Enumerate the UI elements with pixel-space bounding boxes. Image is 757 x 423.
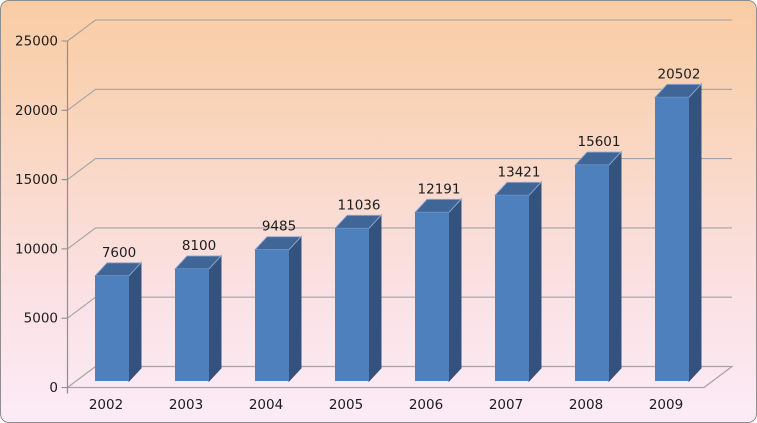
category-label: 2003 bbox=[169, 397, 203, 413]
bar-front-face bbox=[255, 249, 289, 381]
bar-value-label: 9485 bbox=[262, 219, 296, 235]
bar-side-face bbox=[128, 261, 142, 383]
bar-side-face bbox=[688, 82, 702, 383]
bar-value-label: 20502 bbox=[658, 66, 701, 82]
floor bbox=[65, 365, 734, 389]
grid-line bbox=[67, 158, 732, 181]
y-tick-label: 20000 bbox=[15, 103, 58, 119]
bar-side-face bbox=[208, 254, 222, 383]
category-label: 2008 bbox=[569, 397, 603, 413]
category-label: 2005 bbox=[329, 397, 363, 413]
bar-front-face bbox=[655, 97, 689, 381]
bar-value-label: 8100 bbox=[182, 238, 216, 254]
bar-value-label: 13421 bbox=[498, 164, 541, 180]
bar-value-label: 12191 bbox=[418, 181, 461, 197]
grid-line bbox=[67, 19, 732, 42]
category-label: 2006 bbox=[409, 397, 443, 413]
grid-line bbox=[67, 227, 732, 250]
bar-front-face bbox=[335, 228, 369, 381]
bar-front-face bbox=[415, 212, 449, 381]
bar-front-face bbox=[495, 195, 529, 381]
y-tick-label: 5000 bbox=[24, 311, 58, 327]
grid-line bbox=[67, 88, 732, 111]
y-tick-label: 15000 bbox=[15, 172, 58, 188]
bar-value-label: 15601 bbox=[578, 134, 621, 150]
bar-front-face bbox=[575, 165, 609, 381]
y-tick-label: 25000 bbox=[15, 34, 58, 50]
bar-side-face bbox=[608, 150, 622, 383]
bar-front-face bbox=[175, 268, 209, 381]
category-label: 2007 bbox=[489, 397, 523, 413]
y-tick-label: 0 bbox=[49, 380, 58, 396]
grid-line bbox=[67, 296, 732, 319]
bar-side-face bbox=[448, 198, 462, 383]
bar-side-face bbox=[288, 235, 302, 383]
category-label: 2002 bbox=[89, 397, 123, 413]
bar-side-face bbox=[528, 180, 542, 383]
bar-front-face bbox=[95, 275, 129, 381]
y-tick-label: 10000 bbox=[15, 241, 58, 257]
category-label: 2004 bbox=[249, 397, 283, 413]
bar-value-label: 7600 bbox=[102, 245, 136, 261]
bar-value-label: 11036 bbox=[338, 197, 381, 213]
category-label: 2009 bbox=[649, 397, 683, 413]
bar-side-face bbox=[368, 213, 382, 383]
